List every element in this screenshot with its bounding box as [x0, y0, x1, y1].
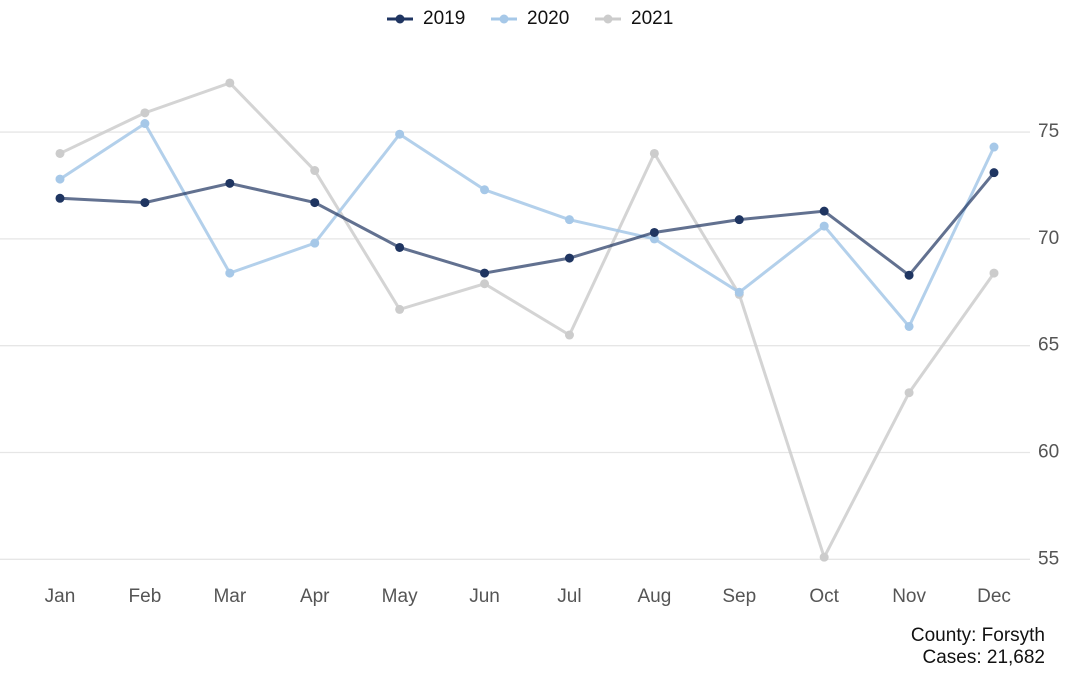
- point: [55, 148, 65, 158]
- point: [480, 268, 490, 278]
- point: [140, 119, 150, 129]
- point: [904, 270, 914, 280]
- y-tick-label: 60: [1038, 442, 1059, 463]
- legend-swatch: [395, 14, 405, 24]
- point: [989, 142, 999, 152]
- x-tick-label: May: [382, 586, 418, 607]
- x-tick-label: Dec: [977, 586, 1011, 607]
- x-tick-label: Nov: [892, 586, 926, 607]
- x-tick-label: Jan: [45, 586, 76, 607]
- point: [564, 215, 574, 225]
- x-tick-label: Jun: [469, 586, 500, 607]
- point: [649, 227, 659, 237]
- point: [819, 552, 829, 562]
- series-line: [59, 81, 996, 562]
- x-tick-label: Feb: [129, 586, 162, 607]
- point: [395, 129, 405, 139]
- legend-label: 2021: [631, 8, 673, 29]
- point: [819, 206, 829, 216]
- legend-label: 2020: [527, 8, 569, 29]
- point: [904, 321, 914, 331]
- point: [564, 330, 574, 340]
- y-tick-label: 65: [1038, 335, 1059, 356]
- legend: 2019 2020 2021: [387, 8, 673, 29]
- y-tick-label: 75: [1038, 121, 1059, 142]
- y-tick-label: 55: [1038, 548, 1059, 569]
- point: [140, 198, 150, 208]
- point: [140, 108, 150, 118]
- point: [225, 268, 235, 278]
- point: [310, 198, 320, 208]
- point: [564, 253, 574, 263]
- x-tick-label: Aug: [637, 586, 671, 607]
- point: [480, 185, 490, 195]
- point: [734, 215, 744, 225]
- point: [734, 287, 744, 297]
- x-tick-label: Jul: [557, 586, 581, 607]
- point: [225, 178, 235, 188]
- point: [480, 279, 490, 289]
- point: [55, 193, 65, 203]
- x-tick-label: Mar: [213, 586, 246, 607]
- legend-swatch: [499, 14, 509, 24]
- legend-label: 2019: [423, 8, 465, 29]
- point: [989, 268, 999, 278]
- point: [904, 388, 914, 398]
- point: [310, 238, 320, 248]
- point: [989, 168, 999, 178]
- x-tick-label: Sep: [722, 586, 756, 607]
- x-tick-label: Apr: [300, 586, 330, 607]
- point: [649, 148, 659, 158]
- series-line: [59, 171, 996, 278]
- y-tick-label: 70: [1038, 228, 1059, 249]
- point: [225, 78, 235, 88]
- caption: Cases: 21,682: [922, 647, 1045, 668]
- legend-swatch: [603, 14, 613, 24]
- point: [55, 174, 65, 184]
- caption: County: Forsyth: [911, 625, 1045, 646]
- point: [310, 166, 320, 176]
- point: [819, 221, 829, 231]
- series-line: [59, 121, 996, 330]
- point: [395, 304, 405, 314]
- point: [395, 242, 405, 252]
- point: [649, 234, 659, 244]
- x-tick-label: Oct: [809, 586, 839, 607]
